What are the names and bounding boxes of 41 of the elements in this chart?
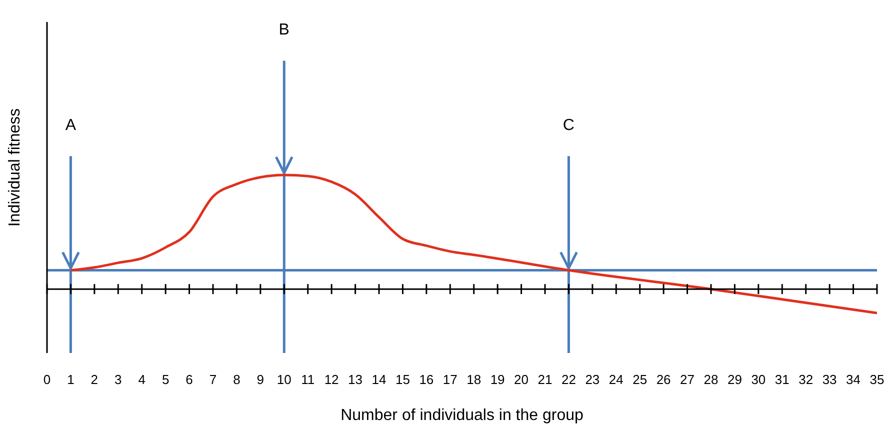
x-tick-label: 6 [186,372,193,388]
x-tick-label: 11 [301,372,315,388]
x-tick-label: 27 [680,372,695,388]
x-tick-label: 31 [774,372,790,388]
x-tick-label: 19 [490,372,505,388]
x-tick-label: 25 [632,372,648,388]
x-tick-label: 1 [67,372,74,388]
x-tick-label: 18 [466,372,482,388]
y-axis-title: Individual fitness [6,108,24,227]
x-tick-label: 0 [43,372,51,388]
x-tick-label: 32 [798,372,814,388]
x-tick-label: 5 [162,372,170,388]
x-tick-label: 34 [846,372,861,388]
x-tick-label: 29 [727,372,742,388]
ref-line-label: C [562,116,574,134]
x-tick-label: 14 [372,372,386,388]
x-tick-label: 24 [608,372,624,388]
x-tick-label: 30 [751,372,766,388]
x-tick-label: 26 [656,372,671,388]
x-tick-label: 22 [561,372,576,388]
x-tick-label: 33 [822,372,837,388]
ref-line-label: B [278,22,290,39]
x-tick-label: 8 [233,372,240,388]
x-tick-label: 15 [395,372,410,388]
x-tick-label: 23 [585,372,600,388]
x-tick-label: 35 [870,372,884,388]
x-tick-label: 7 [209,372,217,388]
x-tick-label: 4 [138,372,146,388]
x-tick-label: 12 [324,372,339,388]
x-tick-label: 28 [704,372,718,388]
x-tick-label: 16 [419,372,434,388]
x-tick-label: 3 [114,372,122,388]
x-tick-label: 9 [256,372,264,388]
x-tick-label: 21 [538,372,552,388]
x-tick-label: 13 [348,372,363,388]
x-axis-title: Number of individuals in the group [340,407,584,424]
x-tick-label: 2 [90,372,98,388]
ref-line-label: A [65,116,76,134]
x-tick-label: 20 [514,372,529,388]
x-tick-label: 17 [442,372,458,388]
x-tick-label: 10 [276,372,292,388]
